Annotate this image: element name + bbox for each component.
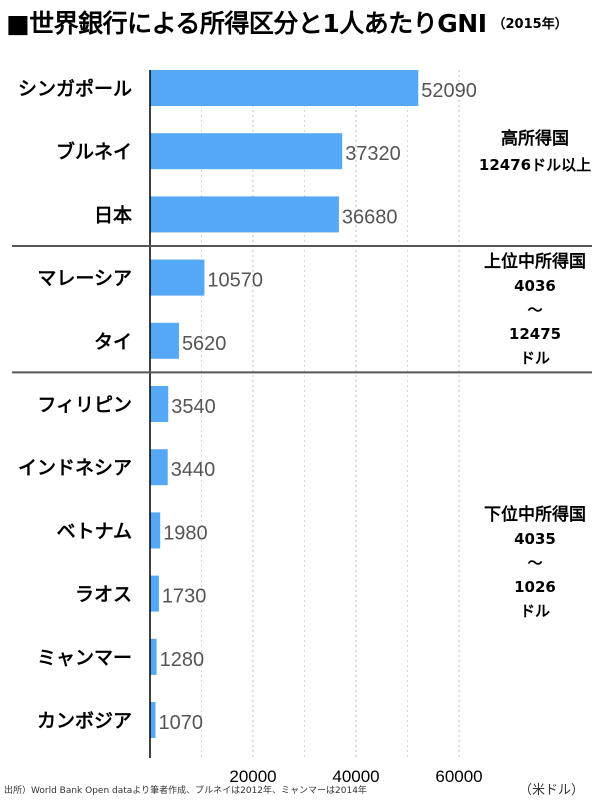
value-label: 1070 [159, 712, 204, 734]
value-label: 10570 [207, 270, 263, 292]
category-label: カンボジア [37, 710, 132, 732]
group-label-range: 12475 [509, 325, 561, 343]
value-label: 3540 [171, 396, 216, 418]
group-label-range: 〜 [527, 301, 542, 319]
bar-7 [150, 449, 168, 486]
group-label-range: 12476ドル以上 [479, 156, 591, 174]
x-axis-unit-label: （米ドル） [519, 783, 585, 798]
bar-3 [150, 196, 339, 233]
chart-title: ■世界銀行による所得区分と1人あたりGNI （2015年） [6, 4, 596, 38]
bar-4 [150, 259, 205, 296]
value-label: 1980 [163, 522, 208, 544]
category-label: ブルネイ [56, 140, 132, 163]
bar-5 [150, 322, 179, 359]
bar-11 [150, 702, 156, 738]
bar-6 [150, 386, 169, 422]
group-label-range: 〜 [527, 554, 542, 572]
category-label: インドネシア [18, 457, 132, 479]
group-label-range: ドル [520, 349, 550, 367]
group-label-range: 4035 [514, 530, 556, 548]
category-label: タイ [94, 331, 132, 353]
bar-9 [150, 575, 159, 612]
x-tick-label: 60000 [435, 767, 482, 786]
group-label-range: 4036 [514, 277, 556, 295]
category-label: ラオス [75, 584, 132, 606]
x-tick-label: 20000 [229, 767, 276, 786]
category-label: ベトナム [57, 520, 132, 542]
category-label: ミャンマー [37, 647, 132, 669]
value-label: 52090 [421, 80, 477, 102]
group-label-range: ドル [520, 602, 550, 620]
category-label: 日本 [94, 203, 132, 226]
value-label: 5620 [182, 333, 227, 355]
category-label: シンガポール [18, 77, 132, 100]
group-label-title: 高所得国 [501, 128, 569, 149]
group-label-title: 下位中所得国 [484, 504, 586, 525]
value-label: 36680 [342, 206, 398, 228]
source-note: 出所）World Bank Open dataより筆者作成、ブルネイは2012年… [4, 786, 367, 796]
bar-10 [150, 638, 157, 675]
value-label: 37320 [345, 143, 401, 165]
x-tick-label: 40000 [332, 767, 379, 786]
chart-title-year: （2015年） [492, 16, 568, 32]
bar-8 [150, 512, 161, 549]
bar-2 [150, 133, 343, 170]
value-label: 1280 [160, 649, 205, 671]
group-label-range: 1026 [514, 578, 556, 596]
category-label: フィリピン [37, 394, 132, 416]
group-label-title: 上位中所得国 [484, 251, 586, 272]
bar-1 [150, 70, 419, 106]
value-label: 3440 [171, 459, 216, 481]
value-label: 1730 [162, 586, 207, 608]
category-label: マレーシア [37, 268, 132, 290]
chart-title-main: ■世界銀行による所得区分と1人あたりGNI [6, 9, 487, 38]
